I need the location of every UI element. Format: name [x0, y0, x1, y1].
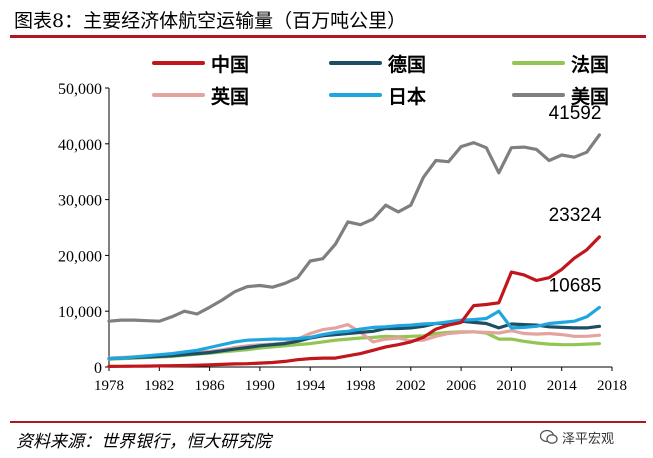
chart-series — [107, 133, 602, 368]
x-tick-label: 2006 — [446, 378, 477, 394]
x-tick-label: 2014 — [547, 378, 578, 394]
y-tick-label: 50,000 — [58, 81, 102, 98]
chart-title: 图表8：主要经济体航空运输量（百万吨公里） — [14, 10, 407, 32]
x-tick-label: 1978 — [94, 378, 124, 394]
x-tick-label: 1982 — [144, 378, 174, 394]
data-label: 10685 — [549, 275, 602, 296]
x-tick-label: 1994 — [295, 378, 326, 394]
y-tick-label: 40,000 — [58, 137, 102, 154]
y-tick-label: 0 — [94, 360, 102, 377]
series-line-日本 — [107, 305, 602, 361]
x-tick-label: 1998 — [346, 378, 376, 394]
legend-label: 日本 — [388, 85, 426, 108]
series-line-德国 — [107, 319, 602, 361]
y-tick-label: 20,000 — [58, 248, 102, 265]
x-tick-label: 2010 — [496, 378, 526, 394]
x-tick-label: 2018 — [597, 378, 627, 394]
chart-axes: 0 10,000 20,000 30,000 40,000 50,000 1978 1982 1… — [58, 81, 627, 394]
data-label: 41592 — [549, 103, 602, 124]
data-label: 23324 — [549, 205, 602, 226]
x-tick-label: 1990 — [245, 378, 275, 394]
chart-annotations: 41592 23324 10685 — [549, 103, 602, 296]
series-line-中国 — [107, 235, 602, 368]
legend-label: 德国 — [388, 53, 426, 76]
x-tick-label: 2002 — [396, 378, 426, 394]
source-note: 资料来源：世界银行，恒大研究院 — [16, 432, 271, 452]
legend-label: 美国 — [571, 85, 609, 108]
legend-label: 法国 — [571, 53, 609, 76]
legend-label: 中国 — [211, 53, 249, 76]
y-tick-label: 30,000 — [58, 193, 102, 210]
x-tick-label: 1986 — [195, 378, 226, 394]
y-tick-label: 10,000 — [58, 304, 102, 321]
title-divider — [10, 35, 646, 38]
series-line-美国 — [107, 133, 602, 323]
wechat-icon — [540, 429, 558, 444]
brand-label: 泽平宏观 — [562, 432, 615, 447]
footer-divider — [10, 421, 646, 423]
legend-label: 英国 — [211, 85, 249, 108]
